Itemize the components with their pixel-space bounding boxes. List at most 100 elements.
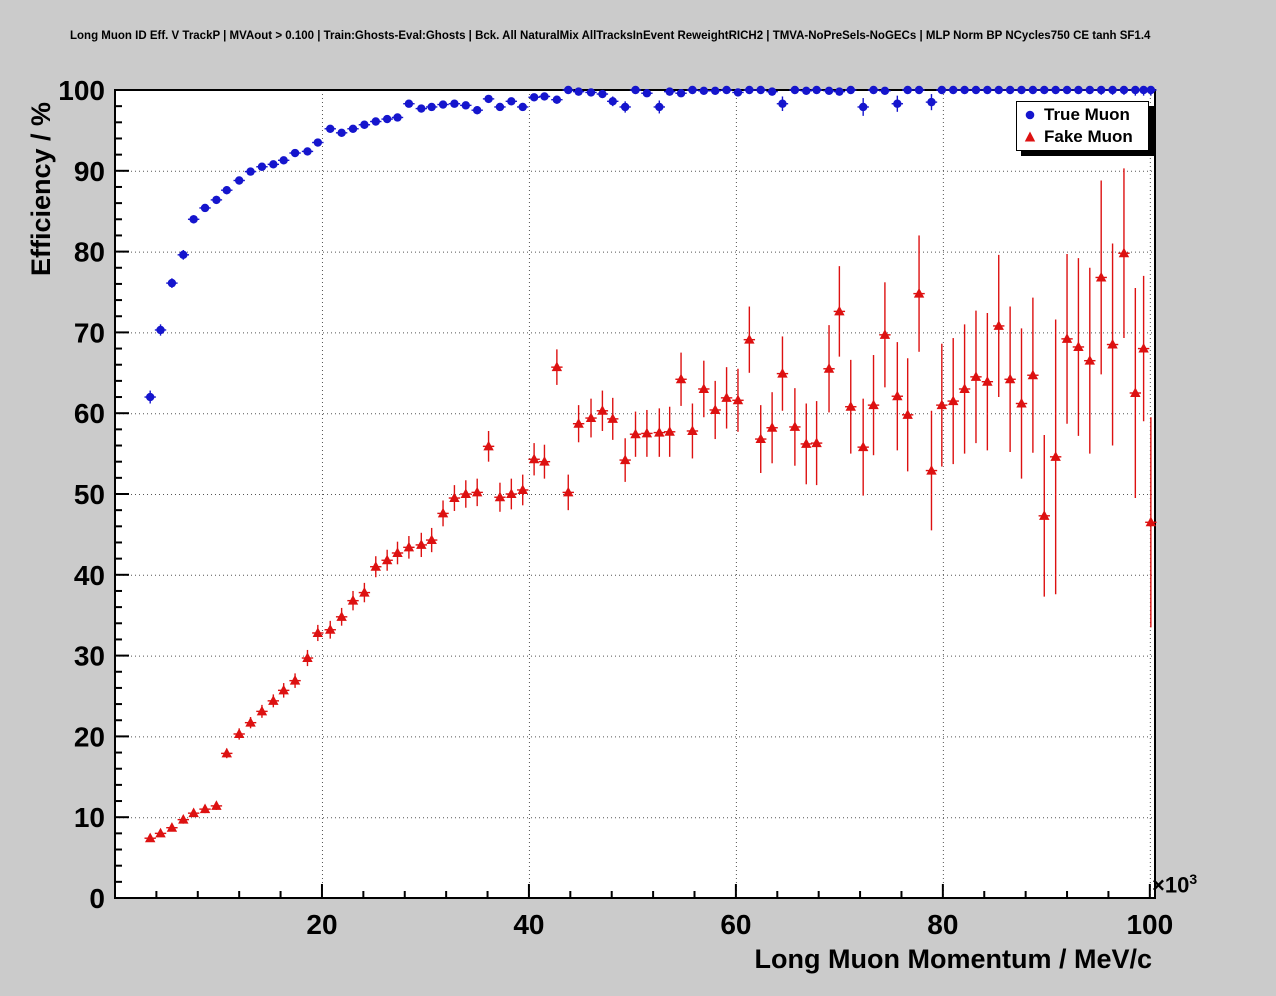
fake-muon-data-point [211,800,222,810]
true-muon-data-point [360,120,369,129]
x-tick-labels: 20 40 60 80 100 [306,909,1173,940]
fake-muon-data-point [732,394,744,405]
true-muon-data-point [427,102,436,112]
fake-muon-data-point [913,288,925,298]
fake-muon-data-point [188,807,199,818]
fake-muon-data-point [416,539,427,549]
y-tick-label: 70 [74,317,105,348]
y-tick-labels: 0 10 20 30 40 50 60 70 80 90 100 [58,75,105,914]
fake-muon-data-point [597,405,608,415]
filled-triangle-marker-icon [1024,131,1036,142]
true-muon-data-point [461,101,471,110]
true-muon-data-point [404,99,414,108]
y-tick-label: 20 [74,721,105,752]
true-muon-data-point [472,106,482,115]
true-muon-data-point [1005,85,1015,95]
true-muon-data-point [722,85,731,95]
fake-muon-data-point [551,361,563,372]
true-muon-data-point [1146,85,1156,95]
true-muon-data-point [552,95,562,104]
fake-muon-data-point [506,488,517,498]
x-tick-label: 20 [306,909,337,940]
true-muon-data-point [835,87,844,96]
legend: True Muon Fake Muon [1016,101,1149,151]
fake-muon-data-point [619,454,631,465]
fake-muon-data-point [221,747,232,758]
fake-muon-data-point [709,404,721,414]
true-muon-data-point [222,185,231,195]
true-muon-data-point [914,85,924,95]
fake-muon-data-point [1027,369,1039,380]
true-muon-data-point [756,85,765,95]
y-tick-label: 10 [74,802,105,833]
true-muon-data-point [540,92,549,101]
true-muon-data-point [507,97,516,106]
fake-muon-data-point [539,456,550,466]
fake-muon-data-point [178,814,189,824]
y-tick-label: 80 [74,237,105,268]
true-muon-data-point [1119,85,1129,95]
true-muon-data-point [518,102,527,112]
true-muon-data-point [903,85,912,95]
fake-muon-data-point [926,464,937,475]
true-muon-data-point [688,85,697,95]
true-muon-data-point [1108,85,1117,95]
true-muon-data-point [382,114,392,124]
true-muon-data-point [733,88,743,97]
fake-muon-data-point [166,822,178,832]
true-muon-data-point [417,104,426,113]
fake-muon-data-point [654,426,665,437]
true-muon-data-point [802,86,811,96]
true-muon-data-point [971,85,981,95]
fake-muon-data-point [359,586,370,597]
fake-muon-data-point [460,488,472,498]
true-muon-data-point [631,85,640,95]
true-muon-data-point [529,93,539,102]
fake-muon-data-point [289,675,301,685]
fake-muon-data-point [1095,271,1107,282]
y-tick-label: 90 [74,156,105,187]
fake-muon-data-point [325,624,336,634]
true-muon-data-point [179,250,188,260]
true-muon-data-point [1139,85,1148,95]
true-muon-data-point [145,392,155,402]
y-tick-label: 40 [74,560,105,591]
fake-muon-data-point [312,627,324,637]
legend-entry-fake-muon: Fake Muon [1017,126,1148,148]
fake-muon-data-point [1061,333,1073,343]
fake-muon-data-point [528,453,540,464]
fake-muon-data-point [1107,338,1118,349]
true-muon-data-point [790,85,800,95]
true-muon-data-point [337,128,346,138]
true-muon-data-point [1085,85,1095,95]
fake-muon-data-point [1050,451,1061,461]
fake-muon-data-point [755,433,766,444]
fake-muon-data-point [494,491,506,502]
true-muon-data-point [348,124,358,133]
fake-muon-data-point [607,413,618,423]
fake-muon-data-point [471,486,483,497]
true-muon-data-point [326,124,335,133]
true-muon-data-point [960,85,969,95]
true-muon-data-point [246,167,255,176]
fake-muon-data-point [801,438,812,448]
fake-muon-data-point [573,418,584,428]
true-muon-data-point [484,94,493,104]
true-muon-data-point [156,325,165,335]
fake-muon-data-point [823,363,835,373]
true-muon-data-point [778,99,787,108]
true-muon-data-point [767,87,777,96]
fake-muon-data-point [278,684,289,695]
fake-muon-data-point [902,409,913,419]
true-muon-data-point [983,85,992,95]
fake-muon-data-point [970,371,982,381]
series-true-muon [144,85,1157,404]
fake-muon-data-point [687,425,698,435]
fake-muon-data-point [1138,342,1149,353]
series-fake-muon [144,168,1157,843]
y-axis-title: Efficiency / % [26,101,56,276]
true-muon-data-point [586,88,596,97]
fake-muon-data-point [563,486,574,497]
true-muon-data-point [858,102,868,112]
